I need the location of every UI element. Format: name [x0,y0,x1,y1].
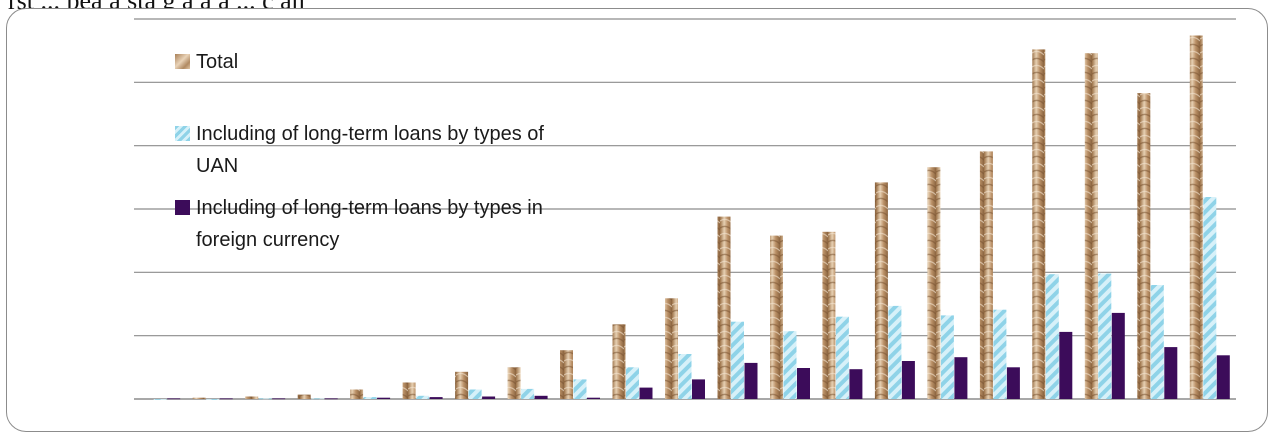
bar-uan-5 [363,397,377,399]
bar-foreign-20 [1164,347,1178,399]
bar-uan-19 [1098,273,1112,399]
bar-foreign-19 [1111,312,1125,399]
legend-item-total: Total [175,46,555,78]
bar-foreign-17 [1006,367,1020,399]
bar-total-6 [402,382,416,399]
bar-total-11 [665,298,678,399]
legend-swatch-total [175,54,190,69]
bar-foreign-12 [744,362,758,399]
bar-foreign-9 [587,397,600,399]
bar-uan-10 [626,367,639,399]
bar-foreign-5 [377,397,391,399]
bar-uan-11 [678,354,692,399]
bar-foreign-15 [901,361,915,399]
bar-uan-12 [731,321,744,399]
bar-uan-7 [468,389,482,399]
legend-label-uan: Including of long-term loans by types of… [196,123,544,177]
bar-total-15 [874,182,888,399]
bar-total-13 [770,235,783,399]
legend-swatch-foreign [175,200,190,215]
bar-uan-21 [1203,197,1217,399]
legend-label-total: Total [196,51,239,73]
bar-total-18 [1032,49,1046,400]
bar-uan-1 [153,399,167,400]
bar-foreign-1 [167,398,181,400]
legend: Total Including of long-term loans by ty… [175,46,555,256]
legend-item-foreign: Including of long-term loans by types in… [175,192,555,256]
bar-foreign-16 [954,357,968,399]
bar-foreign-7 [482,396,496,399]
legend-label-foreign: Including of long-term loans by types in… [196,197,543,251]
bar-foreign-4 [324,398,338,400]
bar-total-19 [1084,53,1098,399]
bar-foreign-21 [1216,355,1230,399]
bar-uan-6 [416,395,430,399]
bar-total-5 [350,389,364,399]
bar-foreign-2 [219,398,233,400]
bar-uan-2 [206,399,220,400]
bar-uan-15 [888,305,902,399]
bar-foreign-6 [429,397,443,399]
bar-total-17 [979,151,993,399]
bar-foreign-11 [692,379,705,399]
bar-uan-16 [940,315,954,399]
bar-foreign-14 [849,369,863,399]
bar-total-21 [1189,35,1203,399]
legend-item-uan: Including of long-term loans by types of… [175,118,555,182]
legend-swatch-uan [175,126,190,141]
bar-total-16 [927,167,941,399]
bar-total-7 [455,371,469,399]
bar-total-2 [192,397,206,399]
bar-foreign-10 [639,387,653,399]
bar-total-4 [297,394,311,399]
bar-uan-20 [1150,285,1164,399]
bar-uan-17 [993,309,1007,399]
bar-uan-3 [258,398,272,400]
bar-foreign-13 [797,368,810,399]
bar-uan-4 [311,398,325,400]
bar-total-8 [507,367,521,399]
bar-uan-14 [835,316,849,399]
bar-foreign-8 [534,395,548,399]
bar-total-12 [717,216,731,399]
bar-uan-13 [783,331,797,399]
bar-uan-18 [1045,274,1059,399]
bar-total-3 [245,396,259,399]
bars [153,35,1230,400]
bar-uan-9 [573,379,587,399]
bar-total-14 [822,231,836,399]
bar-total-20 [1137,93,1151,399]
bar-total-9 [560,350,573,399]
bar-foreign-18 [1059,331,1073,399]
bar-foreign-3 [272,398,286,400]
bar-uan-8 [521,388,535,399]
bar-total-10 [612,324,626,399]
